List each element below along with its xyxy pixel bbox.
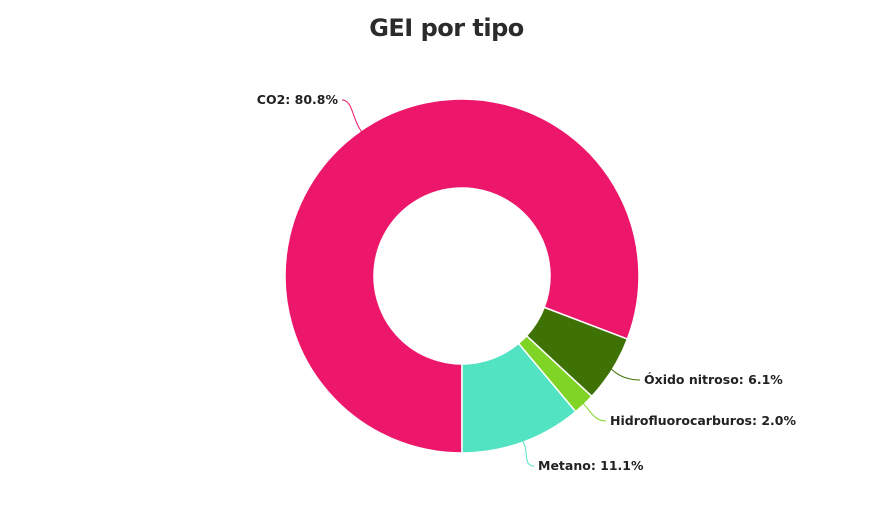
label-metano: Metano: 11.1%	[538, 458, 644, 473]
slice-co2	[284, 98, 640, 454]
label-oxido-nitroso: Óxido nitroso: 6.1%	[644, 372, 783, 387]
label-co2: CO2: 80.8%	[257, 92, 339, 107]
connector-hidrofluorocarburos	[582, 402, 607, 422]
connector-metano	[521, 440, 535, 467]
label-hidrofluorocarburos: Hidrofluorocarburos: 2.0%	[610, 413, 796, 428]
slice-metano	[461, 342, 577, 454]
chart-title: GEI por tipo	[369, 14, 524, 42]
connector-oxido-nitroso	[610, 368, 641, 381]
connector-co2	[341, 99, 366, 136]
